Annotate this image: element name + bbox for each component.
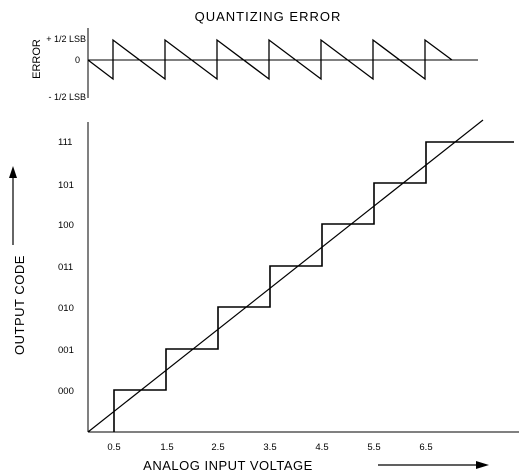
- quantizing-error-sawtooth: [87, 38, 453, 81]
- x-tick-label: 3.5: [263, 442, 276, 453]
- y-tick-label: 101: [58, 180, 74, 191]
- ideal-transfer-line: [87, 119, 484, 433]
- y-tick-label: 111: [58, 137, 72, 148]
- error-axis-label: ERROR: [31, 39, 43, 79]
- quantized-staircase: [113, 141, 514, 432]
- x-tick-label: 5.5: [367, 442, 380, 453]
- output-code-axis-label: OUTPUT CODE: [12, 255, 27, 355]
- y-tick-label: 001: [58, 345, 74, 356]
- error-plot-title: QUANTIZING ERROR: [195, 9, 342, 24]
- up-arrow-icon: [9, 166, 17, 245]
- analog-input-voltage-label: ANALOG INPUT VOLTAGE: [143, 458, 313, 473]
- y-tick-label: 100: [58, 220, 74, 231]
- right-arrow-icon: [378, 461, 489, 469]
- error-tick-zero: 0: [75, 55, 80, 65]
- x-tick-label: 4.5: [315, 442, 328, 453]
- y-tick-label: 010: [58, 303, 74, 314]
- error-tick-minus-half: - 1/2 LSB: [48, 92, 86, 102]
- x-tick-label: 6.5: [419, 442, 432, 453]
- x-tick-label: 0.5: [107, 442, 120, 453]
- error-tick-plus-half: + 1/2 LSB: [46, 34, 86, 44]
- x-tick-label: 2.5: [211, 442, 224, 453]
- x-tick-labels: 0.5 1.5 2.5 3.5 4.5 5.5 6.5: [107, 442, 432, 453]
- y-tick-label: 011: [58, 262, 73, 273]
- y-tick-labels: 111 101 100 011 010 001 000: [58, 137, 74, 397]
- y-tick-label: 000: [58, 386, 74, 397]
- x-tick-label: 1.5: [160, 442, 173, 453]
